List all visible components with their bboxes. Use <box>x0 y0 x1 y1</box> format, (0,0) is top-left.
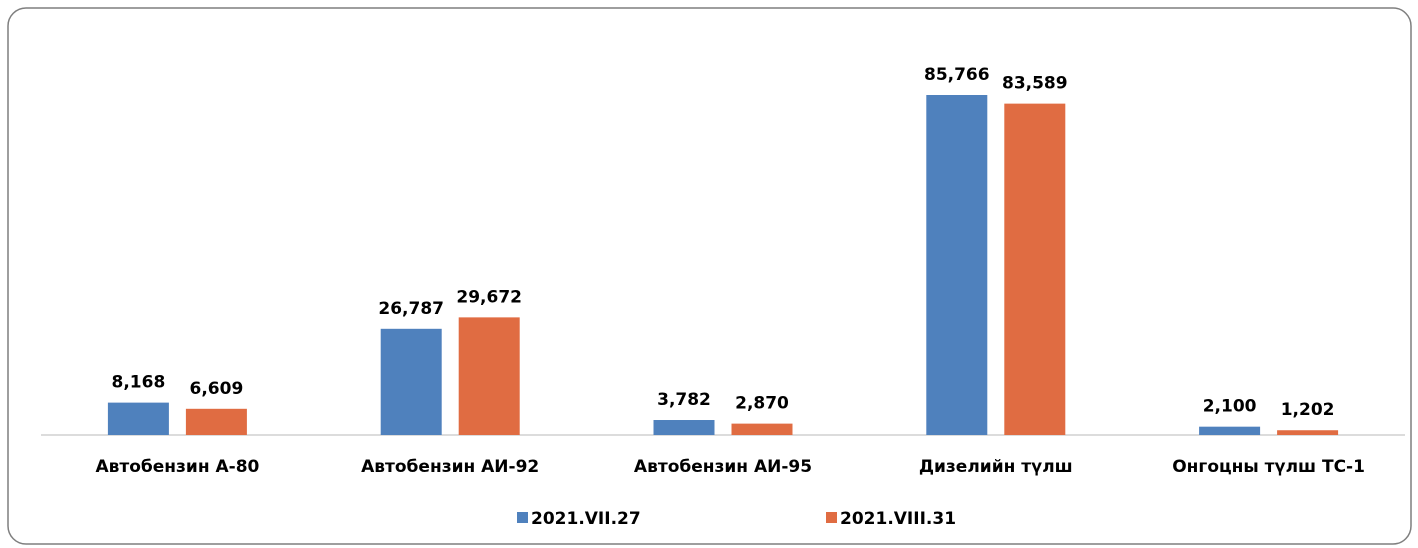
bar <box>653 420 715 435</box>
data-label: 8,168 <box>112 373 166 393</box>
x-tick-label: Дизелийн түлш <box>919 457 1073 477</box>
data-label: 29,672 <box>456 287 522 307</box>
x-tick-label: Автобензин АИ-95 <box>634 457 812 477</box>
legend-swatch <box>517 512 528 523</box>
data-label: 2,100 <box>1203 397 1257 417</box>
data-label: 1,202 <box>1281 400 1335 420</box>
bar <box>107 402 169 435</box>
x-tick-label: Автобензин АИ-92 <box>361 457 539 477</box>
data-label: 26,787 <box>378 299 444 319</box>
bar <box>185 408 247 435</box>
bar <box>1277 430 1339 435</box>
bar <box>1004 103 1066 436</box>
bar <box>458 317 520 435</box>
bar <box>926 95 988 435</box>
legend-label: 2021.VIII.31 <box>840 509 956 529</box>
data-label: 2,870 <box>735 394 789 414</box>
x-tick-label: Автобензин А-80 <box>95 457 259 477</box>
bar <box>731 423 793 435</box>
data-label: 3,782 <box>657 390 711 410</box>
data-label: 83,589 <box>1002 74 1068 94</box>
legend-label: 2021.VII.27 <box>531 509 641 529</box>
data-label: 6,609 <box>190 379 244 399</box>
bar <box>380 328 442 435</box>
legend-swatch <box>826 512 837 523</box>
bar <box>1199 426 1261 435</box>
x-tick-label: Онгоцны түлш ТС-1 <box>1172 457 1365 477</box>
data-label: 85,766 <box>924 65 990 85</box>
